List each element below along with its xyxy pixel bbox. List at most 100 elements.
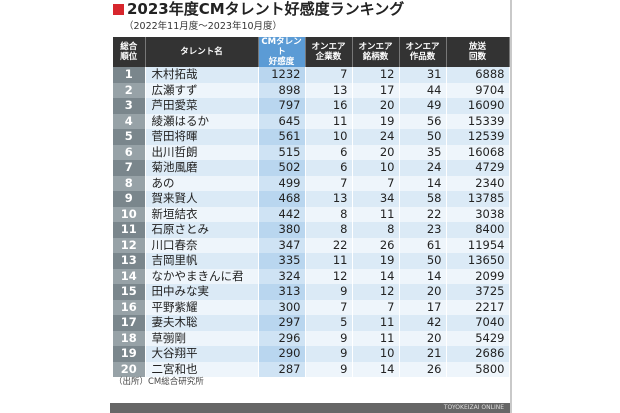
name-cell: 二宮和也 (145, 361, 259, 377)
broadcasts-cell: 16090 (446, 98, 510, 114)
companies-cell: 22 (305, 237, 353, 253)
table-row: 16 平野紫耀 300 7 7 17 2217 (113, 299, 510, 315)
brands-cell: 20 (352, 144, 400, 160)
table-row: 19 大谷翔平 290 9 10 21 2686 (113, 346, 510, 362)
broadcasts-cell: 12539 (446, 129, 510, 145)
cm-score-cell: 300 (258, 299, 306, 315)
rank-cell: 8 (113, 175, 146, 191)
rank-cell: 5 (113, 129, 146, 145)
cm-score-cell: 380 (258, 222, 306, 238)
brands-cell: 26 (352, 237, 400, 253)
works-cell: 24 (399, 160, 447, 176)
works-cell: 17 (399, 299, 447, 315)
name-cell: 大谷翔平 (145, 346, 259, 362)
cm-score-cell: 797 (258, 98, 306, 114)
page-title: 2023年度CMタレント好感度ランキング (113, 0, 404, 19)
rank-cell: 6 (113, 144, 146, 160)
works-cell: 49 (399, 98, 447, 114)
table-row: 2 広瀬すず 898 13 17 44 9704 (113, 82, 510, 98)
rank-cell: 10 (113, 206, 146, 222)
companies-cell: 6 (305, 160, 353, 176)
name-cell: 平野紫耀 (145, 299, 259, 315)
rank-cell: 9 (113, 191, 146, 207)
cm-score-cell: 468 (258, 191, 306, 207)
companies-cell: 13 (305, 191, 353, 207)
cm-score-cell: 313 (258, 284, 306, 300)
companies-cell: 9 (305, 284, 353, 300)
companies-cell: 6 (305, 144, 353, 160)
works-cell: 14 (399, 268, 447, 284)
companies-cell: 9 (305, 361, 353, 377)
brands-cell: 10 (352, 160, 400, 176)
cm-score-cell: 502 (258, 160, 306, 176)
works-cell: 31 (399, 67, 447, 83)
subtitle: （2022年11月度～2023年10月度） (124, 21, 283, 32)
brands-cell: 34 (352, 191, 400, 207)
broadcasts-cell: 16068 (446, 144, 510, 160)
name-cell: 綾瀬はるか (145, 113, 259, 129)
name-cell: 草彅剛 (145, 330, 259, 346)
works-cell: 42 (399, 315, 447, 331)
name-cell: 出川哲朗 (145, 144, 259, 160)
brands-cell: 12 (352, 67, 400, 83)
broadcasts-cell: 6888 (446, 67, 510, 83)
title-text: 2023年度CMタレント好感度ランキング (127, 0, 405, 18)
works-cell: 20 (399, 330, 447, 346)
cm-score-cell: 290 (258, 346, 306, 362)
table-row: 1 木村拓哉 1232 7 12 31 6888 (113, 67, 510, 83)
companies-cell: 7 (305, 175, 353, 191)
name-cell: 妻夫木聡 (145, 315, 259, 331)
broadcasts-cell: 2686 (446, 346, 510, 362)
name-cell: 菅田将暉 (145, 129, 259, 145)
broadcasts-cell: 3725 (446, 284, 510, 300)
rank-cell: 17 (113, 315, 146, 331)
rank-cell: 2 (113, 82, 146, 98)
works-cell: 61 (399, 237, 447, 253)
companies-cell: 7 (305, 67, 353, 83)
table-row: 11 石原さとみ 380 8 8 23 8400 (113, 222, 510, 238)
rank-cell: 20 (113, 361, 146, 377)
table-row: 8 あの 499 7 7 14 2340 (113, 175, 510, 191)
broadcasts-cell: 2340 (446, 175, 510, 191)
ranking-table: 総合 順位 タレント名 CMタレント 好感度 オンエア 企業数 オンエア 銘柄数 オンエア… (113, 37, 510, 377)
header-rank: 総合 順位 (113, 37, 146, 67)
table-row: 6 出川哲朗 515 6 20 35 16068 (113, 144, 510, 160)
name-cell: 川口春奈 (145, 237, 259, 253)
cm-score-cell: 442 (258, 206, 306, 222)
rank-cell: 14 (113, 268, 146, 284)
brands-cell: 14 (352, 361, 400, 377)
header-cm-score: CMタレント 好感度 (258, 37, 306, 67)
header-broadcasts: 放送 回数 (446, 37, 510, 67)
table-row: 15 田中みな実 313 9 12 20 3725 (113, 284, 510, 300)
name-cell: 菊池風磨 (145, 160, 259, 176)
companies-cell: 9 (305, 330, 353, 346)
header-works: オンエア 作品数 (399, 37, 447, 67)
brands-cell: 11 (352, 206, 400, 222)
table-row: 4 綾瀬はるか 645 11 19 56 15339 (113, 113, 510, 129)
cm-score-cell: 296 (258, 330, 306, 346)
companies-cell: 10 (305, 129, 353, 145)
works-cell: 35 (399, 144, 447, 160)
brands-cell: 24 (352, 129, 400, 145)
cm-score-cell: 515 (258, 144, 306, 160)
rank-cell: 15 (113, 284, 146, 300)
rank-cell: 1 (113, 67, 146, 83)
name-cell: 田中みな実 (145, 284, 259, 300)
table-row: 12 川口春奈 347 22 26 61 11954 (113, 237, 510, 253)
name-cell: 吉岡里帆 (145, 253, 259, 269)
name-cell: 新垣結衣 (145, 206, 259, 222)
brands-cell: 11 (352, 330, 400, 346)
broadcasts-cell: 5800 (446, 361, 510, 377)
works-cell: 50 (399, 253, 447, 269)
table-row: 10 新垣結衣 442 8 11 22 3038 (113, 206, 510, 222)
name-cell: 芦田愛菜 (145, 98, 259, 114)
works-cell: 20 (399, 284, 447, 300)
brands-cell: 19 (352, 253, 400, 269)
broadcasts-cell: 2217 (446, 299, 510, 315)
works-cell: 56 (399, 113, 447, 129)
companies-cell: 5 (305, 315, 353, 331)
name-cell: 賀来賢人 (145, 191, 259, 207)
broadcasts-cell: 11954 (446, 237, 510, 253)
companies-cell: 9 (305, 346, 353, 362)
companies-cell: 12 (305, 268, 353, 284)
